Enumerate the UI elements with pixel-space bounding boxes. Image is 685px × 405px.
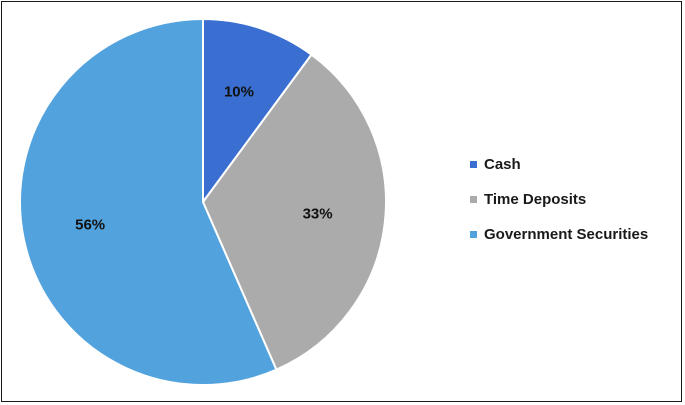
legend-swatch-cash: [470, 160, 477, 168]
pie-slice-government-securities: [19, 17, 278, 386]
legend-swatch-government-securities: [470, 230, 477, 238]
legend-item-time-deposits: Time Deposits: [470, 190, 648, 208]
data-label-government-securities: 56%: [75, 217, 105, 234]
legend-swatch-time-deposits: [470, 195, 477, 203]
pie-slice-cash: [202, 17, 313, 206]
legend-item-government-securities: Government Securities: [470, 225, 648, 243]
data-label-time-deposits: 33%: [303, 206, 333, 223]
data-label-cash: 10%: [224, 83, 254, 100]
legend: Cash Time Deposits Government Securities: [470, 155, 648, 260]
legend-label-cash: Cash: [484, 155, 521, 173]
legend-label-government-securities: Government Securities: [484, 225, 649, 243]
legend-label-time-deposits: Time Deposits: [484, 190, 587, 208]
legend-item-cash: Cash: [470, 155, 648, 173]
pie-slice-time-deposits: [201, 53, 387, 371]
